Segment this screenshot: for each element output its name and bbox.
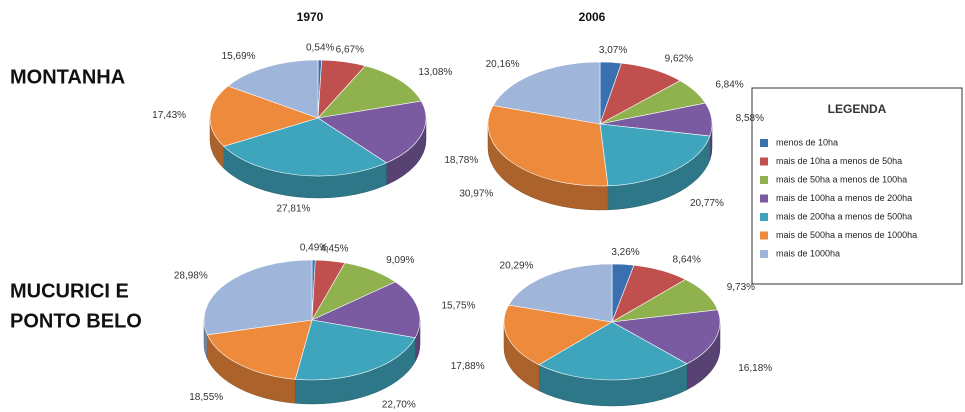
legend-box [751, 87, 963, 285]
legend-swatch [760, 194, 768, 203]
row-title: PONTO BELO [10, 310, 142, 332]
slice [611, 309, 721, 365]
data-label: 27,81% [277, 203, 311, 214]
data-label: 18,55% [189, 392, 223, 403]
legend-label: menos de 10ha [776, 137, 838, 147]
row-title: MUCURICI E [10, 280, 129, 302]
slice [294, 319, 416, 381]
data-label: 9,62% [665, 54, 693, 65]
data-label: 15,69% [222, 51, 256, 62]
data-label: 4,45% [320, 244, 348, 255]
data-label: 0,54% [306, 43, 334, 54]
legend-swatch [760, 139, 768, 147]
legend-swatch [760, 213, 768, 221]
data-label: 17,43% [152, 110, 186, 121]
data-label: 0,49% [300, 243, 328, 254]
slice [227, 59, 319, 119]
data-label: 16,18% [738, 363, 772, 374]
data-label: 9,73% [727, 282, 755, 293]
data-label: 18,78% [444, 155, 478, 166]
legend-label: mais de 500ha a menos de 1000ha [776, 230, 917, 240]
slice [508, 263, 613, 323]
column-title: 2006 [579, 10, 606, 24]
legend-swatch [760, 250, 768, 258]
data-label: 20,29% [500, 260, 534, 271]
slice [206, 319, 313, 380]
slice [310, 281, 421, 339]
data-label: 3,07% [599, 45, 627, 56]
data-label: 9,09% [386, 255, 414, 266]
legend-title: LEGENDA [828, 102, 887, 116]
slice [487, 105, 609, 187]
slice [223, 117, 388, 177]
legend-label: mais de 50ha a menos de 100ha [776, 174, 907, 184]
legend-label: mais de 200ha a menos de 500ha [776, 211, 912, 221]
row-title: MONTANHA [10, 66, 125, 88]
slice [538, 321, 688, 381]
data-label: 8,64% [673, 254, 701, 265]
slice [209, 85, 319, 147]
legend-swatch [760, 231, 768, 240]
data-label: 20,16% [486, 59, 520, 70]
data-label: 15,75% [442, 301, 476, 312]
data-label: 20,77% [690, 198, 724, 209]
data-label: 22,70% [382, 400, 416, 411]
data-label: 6,67% [336, 45, 364, 56]
slice [492, 61, 601, 125]
legend-swatch [760, 176, 768, 184]
data-label: 17,88% [451, 361, 485, 372]
column-title: 1970 [297, 10, 324, 24]
legend-label: mais de 100ha a menos de 200ha [776, 193, 912, 203]
data-label: 6,84% [715, 79, 743, 90]
slice [317, 100, 427, 164]
data-label: 28,98% [174, 270, 208, 281]
data-label: 8,58% [736, 113, 764, 124]
slice [599, 123, 711, 187]
data-label: 30,97% [459, 189, 493, 200]
data-label: 3,26% [611, 247, 639, 258]
legend-swatch [760, 157, 768, 166]
data-label: 13,08% [418, 67, 452, 78]
slice [503, 304, 613, 366]
legend-label: mais de 1000ha [776, 248, 840, 258]
slice [317, 65, 422, 119]
slice [203, 259, 313, 336]
legend-label: mais de 10ha a menos de 50ha [776, 156, 902, 166]
